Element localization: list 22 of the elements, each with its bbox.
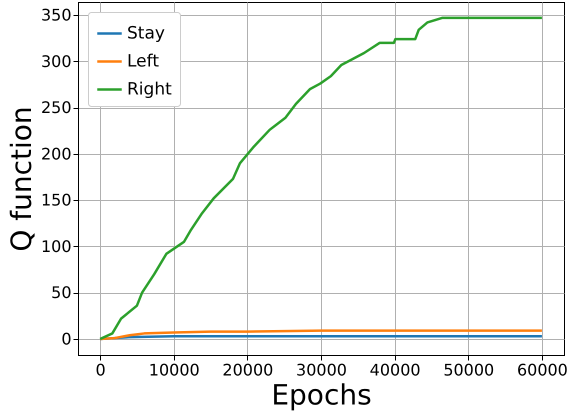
- y-tick-label: 50: [51, 283, 72, 302]
- line-series: [98, 329, 544, 340]
- x-tick-label: 0: [95, 360, 106, 380]
- x-tick-label: 40000: [370, 360, 421, 380]
- y-tick-label: 300: [40, 52, 72, 71]
- x-axis-title: Epochs: [271, 378, 372, 412]
- legend-label: Left: [127, 52, 160, 72]
- y-tick-label: 150: [40, 190, 72, 210]
- y-tick-label: 0: [61, 329, 72, 348]
- y-axis-title: Q function: [4, 106, 38, 252]
- x-tick-label: 10000: [148, 360, 200, 380]
- line-series: [98, 16, 544, 340]
- x-tick-label: 50000: [443, 360, 494, 380]
- x-tick-label: 60000: [516, 360, 568, 380]
- y-tick-label: 100: [40, 236, 72, 256]
- x-tick-label: 30000: [296, 360, 347, 380]
- x-tick-label: 20000: [222, 360, 274, 380]
- legend-label: Stay: [127, 24, 165, 44]
- legend-label: Right: [127, 80, 172, 100]
- y-tick-label: 250: [40, 98, 72, 118]
- y-tick-label: 200: [40, 144, 72, 164]
- y-tick-label: 350: [40, 6, 72, 25]
